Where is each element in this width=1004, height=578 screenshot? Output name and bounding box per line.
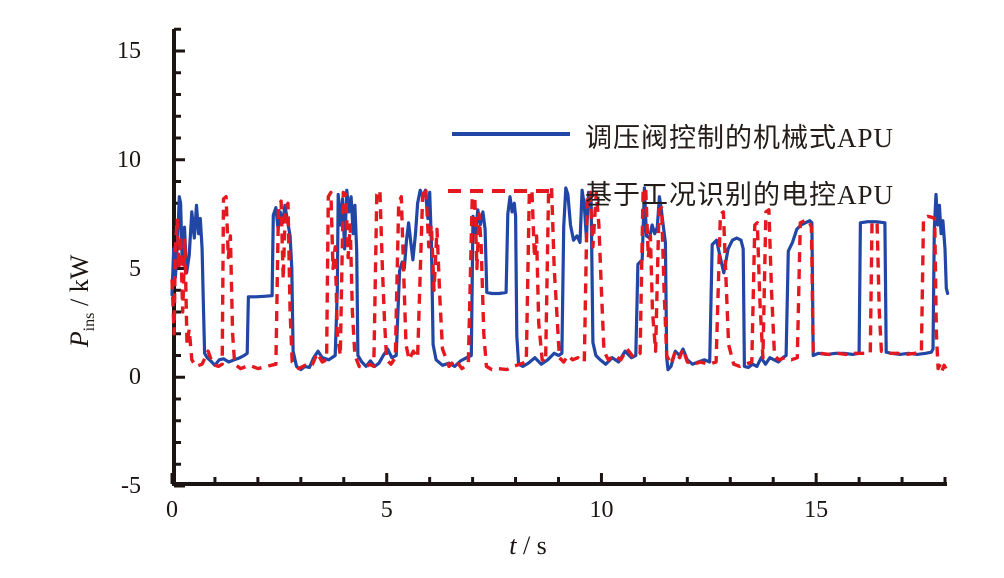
- legend-dashed-line-swatch: [448, 189, 552, 193]
- y-axis-subscript: ins: [81, 312, 99, 332]
- y-tick-label: 10: [117, 146, 141, 173]
- x-axis-label: t / s: [468, 531, 588, 561]
- y-axis-label: Pins / kW: [65, 187, 99, 415]
- x-tick-label: 5: [380, 497, 393, 523]
- series-electronic-apu-line: [170, 186, 948, 373]
- legend-solid-line-swatch: [452, 132, 570, 136]
- y-tick-label: 0: [129, 364, 141, 391]
- x-tick-label: 0: [166, 497, 178, 523]
- y-tick-label: 15: [117, 38, 141, 64]
- x-tick-label: 15: [804, 497, 829, 523]
- x-tick-label: 10: [589, 497, 614, 523]
- plot-area: [170, 27, 950, 488]
- x-axis-variable: t: [509, 531, 517, 560]
- legend-label-electronic-apu: 基于工况识别的电控APU: [585, 180, 895, 210]
- y-axis-unit: / kW: [65, 254, 94, 313]
- x-axis-unit: / s: [516, 531, 547, 560]
- y-tick-label: -5: [121, 473, 141, 499]
- legend-label-mechanical-apu: 调压阀控制的机械式APU: [585, 123, 895, 153]
- y-axis-variable: P: [65, 331, 94, 348]
- y-tick-label: 5: [129, 255, 141, 282]
